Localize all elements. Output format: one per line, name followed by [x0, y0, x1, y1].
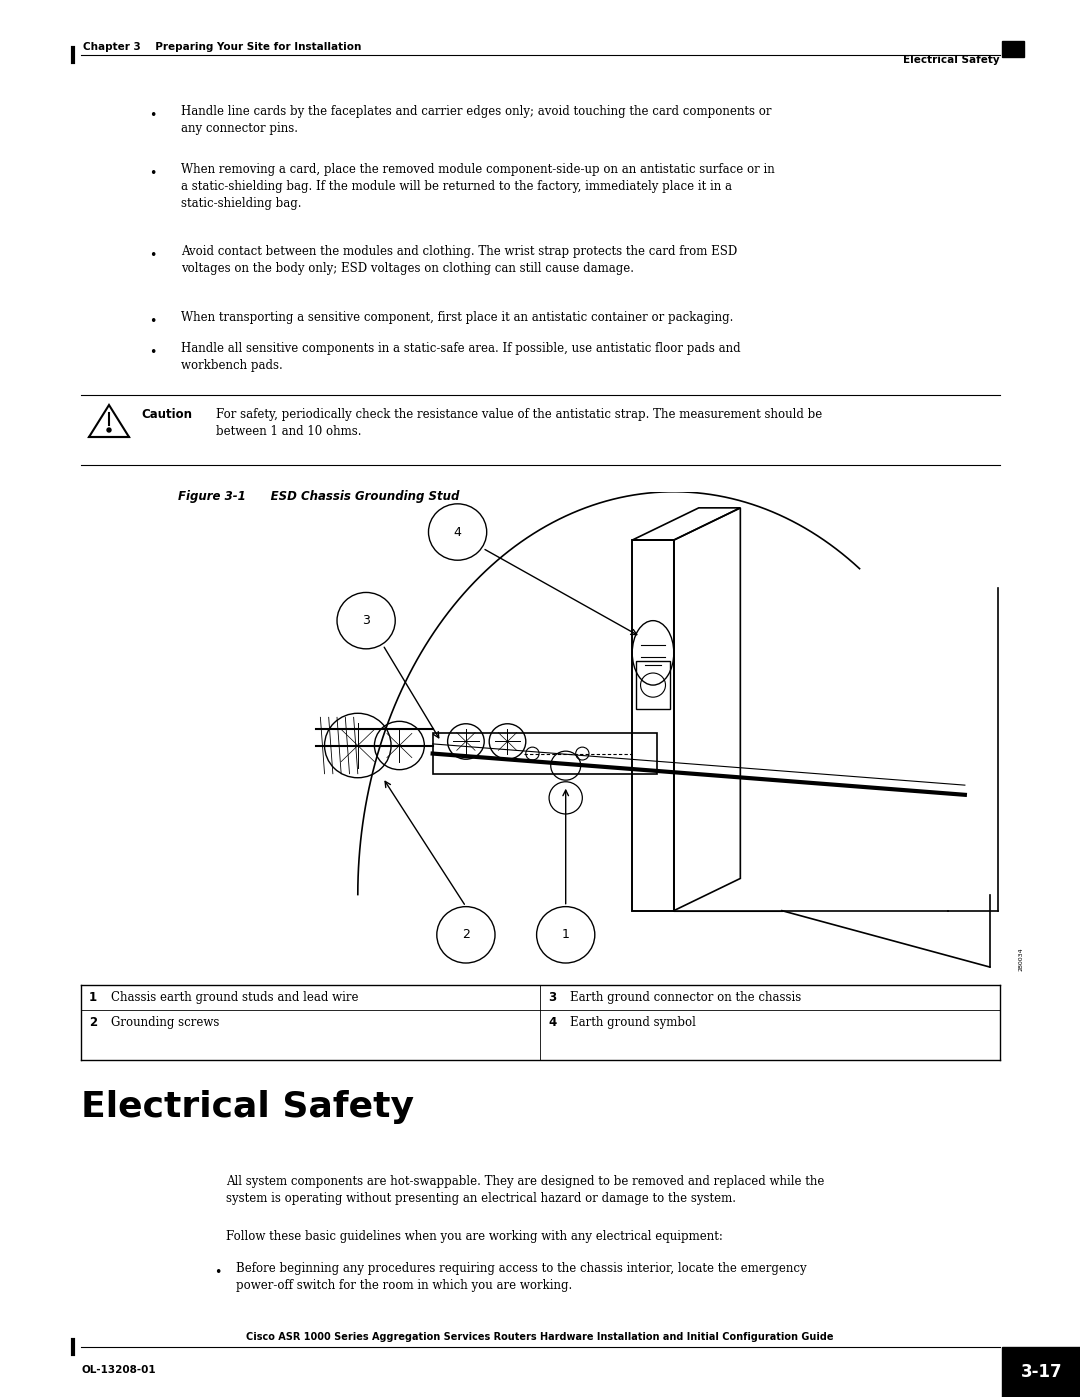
Text: 1: 1	[89, 990, 97, 1004]
Text: •: •	[149, 314, 157, 328]
Text: 4: 4	[454, 525, 461, 538]
Text: 3-17: 3-17	[1022, 1363, 1063, 1382]
Text: When transporting a sensitive component, first place it an antistatic container : When transporting a sensitive component,…	[181, 312, 733, 324]
Text: Handle all sensitive components in a static-safe area. If possible, use antistat: Handle all sensitive components in a sta…	[181, 342, 741, 372]
Text: 1: 1	[562, 929, 569, 942]
Text: All system components are hot-swappable. They are designed to be removed and rep: All system components are hot-swappable.…	[226, 1175, 824, 1206]
Text: •: •	[149, 109, 157, 122]
Text: Earth ground symbol: Earth ground symbol	[570, 1016, 696, 1030]
Text: 4: 4	[548, 1016, 556, 1030]
Bar	[632, 541, 674, 911]
Text: Chapter 3    Preparing Your Site for Installation: Chapter 3 Preparing Your Site for Instal…	[83, 42, 362, 52]
Text: Handle line cards by the faceplates and carrier edges only; avoid touching the c: Handle line cards by the faceplates and …	[181, 105, 771, 136]
Text: Electrical Safety: Electrical Safety	[903, 54, 1000, 66]
Text: Cisco ASR 1000 Series Aggregation Services Routers Hardware Installation and Ini: Cisco ASR 1000 Series Aggregation Servic…	[246, 1331, 834, 1343]
Bar	[632, 541, 674, 911]
Text: Chassis earth ground studs and lead wire: Chassis earth ground studs and lead wire	[111, 990, 359, 1004]
Bar	[1002, 41, 1024, 57]
Text: Grounding screws: Grounding screws	[111, 1016, 219, 1030]
Text: OL-13208-01: OL-13208-01	[81, 1365, 156, 1375]
Text: •: •	[214, 1266, 221, 1280]
Circle shape	[107, 427, 111, 432]
Text: When removing a card, place the removed module component-side-up on an antistati: When removing a card, place the removed …	[181, 163, 774, 210]
Text: For safety, periodically check the resistance value of the antistatic strap. The: For safety, periodically check the resis…	[216, 408, 822, 439]
Text: 2: 2	[462, 929, 470, 942]
Text: 3: 3	[548, 990, 556, 1004]
Text: •: •	[149, 346, 157, 359]
Text: Follow these basic guidelines when you are working with any electrical equipment: Follow these basic guidelines when you a…	[226, 1229, 723, 1243]
Text: 280034: 280034	[1018, 947, 1023, 971]
Text: Before beginning any procedures requiring access to the chassis interior, locate: Before beginning any procedures requirin…	[237, 1261, 807, 1292]
Text: Electrical Safety: Electrical Safety	[81, 1090, 414, 1125]
Bar	[1002, 1347, 1080, 1397]
Bar	[636, 661, 670, 710]
Text: •: •	[149, 168, 157, 180]
Bar	[433, 733, 657, 774]
Text: Avoid contact between the modules and clothing. The wrist strap protects the car: Avoid contact between the modules and cl…	[181, 244, 738, 275]
Text: Caution: Caution	[141, 408, 192, 420]
Text: 2: 2	[89, 1016, 97, 1030]
Text: Figure 3-1: Figure 3-1	[178, 490, 246, 503]
Text: Earth ground connector on the chassis: Earth ground connector on the chassis	[570, 990, 801, 1004]
Text: ESD Chassis Grounding Stud: ESD Chassis Grounding Stud	[249, 490, 459, 503]
Text: •: •	[149, 249, 157, 263]
Text: 3: 3	[362, 615, 370, 627]
